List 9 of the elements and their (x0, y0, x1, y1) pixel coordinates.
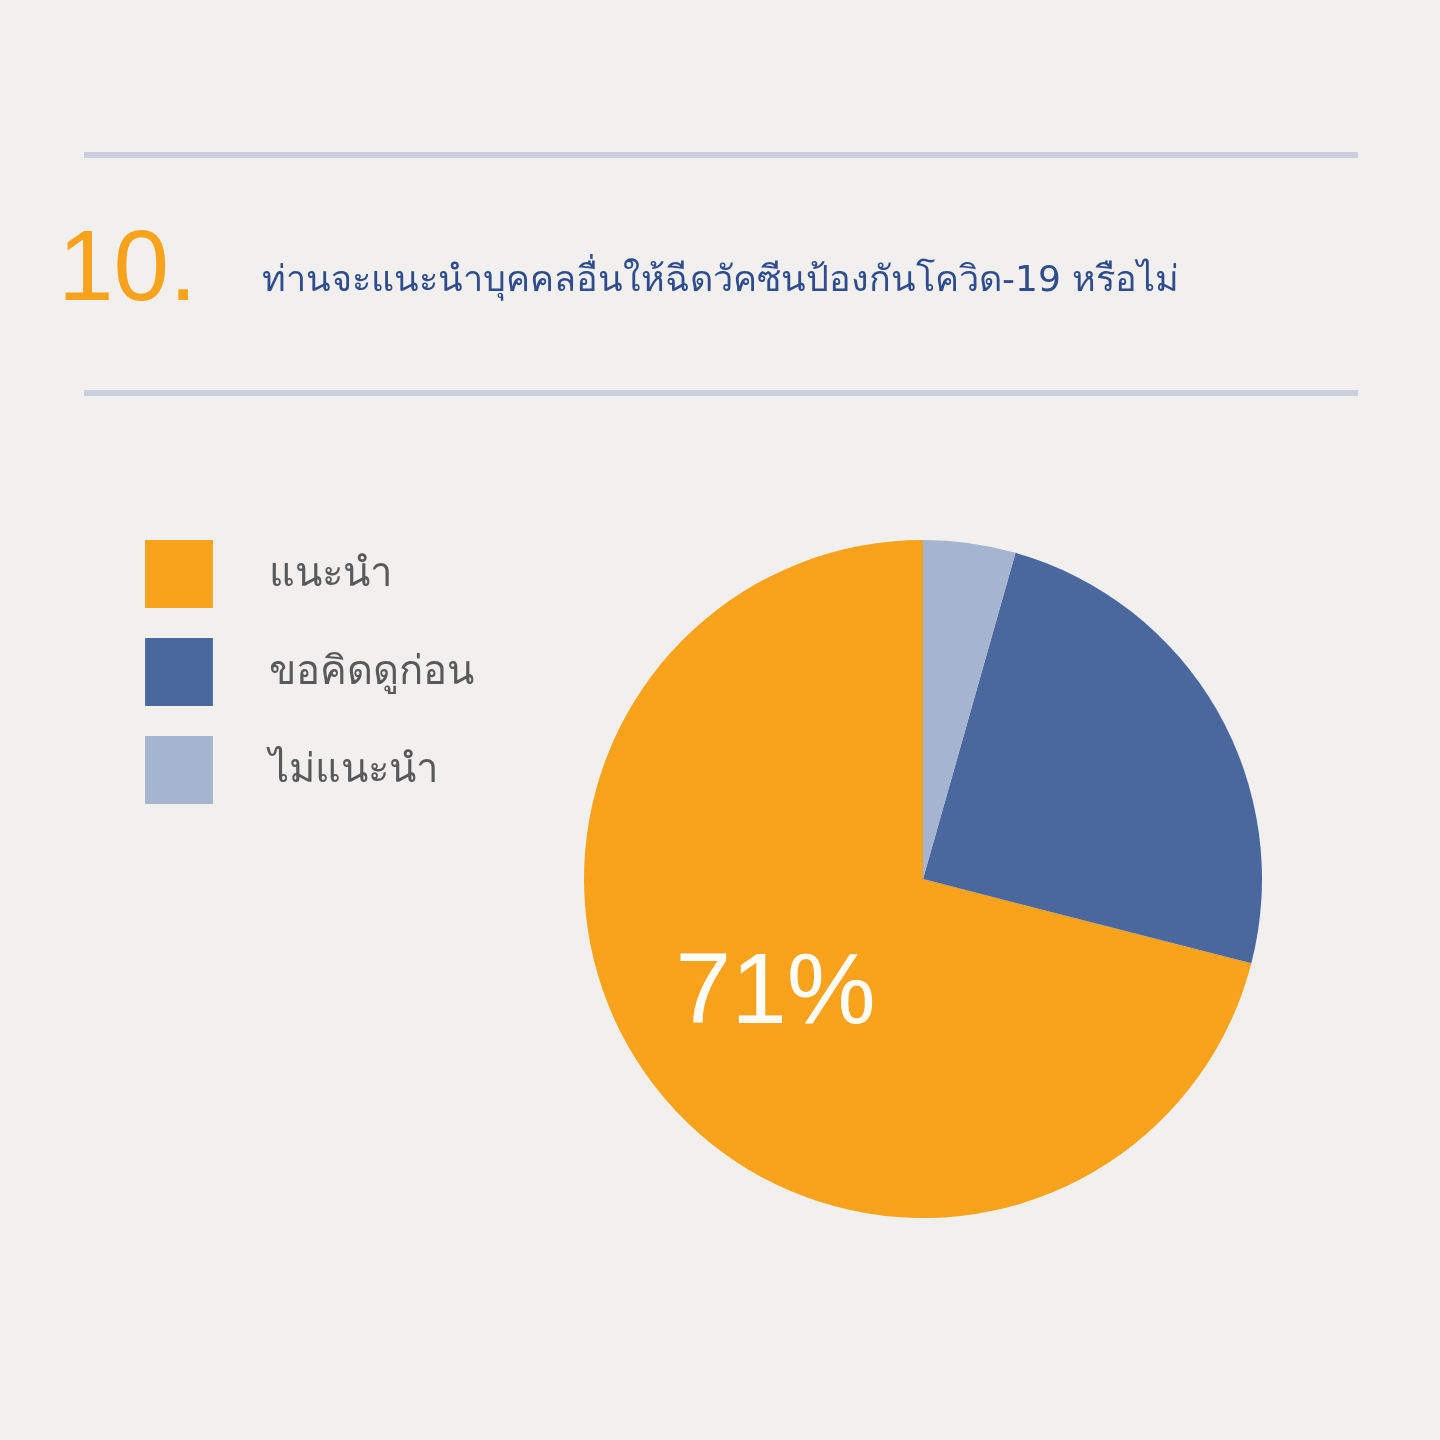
legend-label: ขอคิดดูก่อน (269, 647, 474, 694)
chart-subtitle: ท่านจะแนะนำบุคคลอื่นให้ฉีดวัคซีนป้องกันโควิด-19 หรือไม่ (262, 253, 1180, 303)
data-label: 71% (675, 932, 876, 1045)
legend-label: แนะนำ (269, 549, 392, 595)
legend-label: ไม่แนะนำ (266, 745, 438, 791)
pie-slice (923, 552, 1262, 964)
pie-slice (923, 540, 1016, 879)
chart-title: 10. (58, 208, 198, 323)
pie-slice (584, 540, 1252, 1218)
